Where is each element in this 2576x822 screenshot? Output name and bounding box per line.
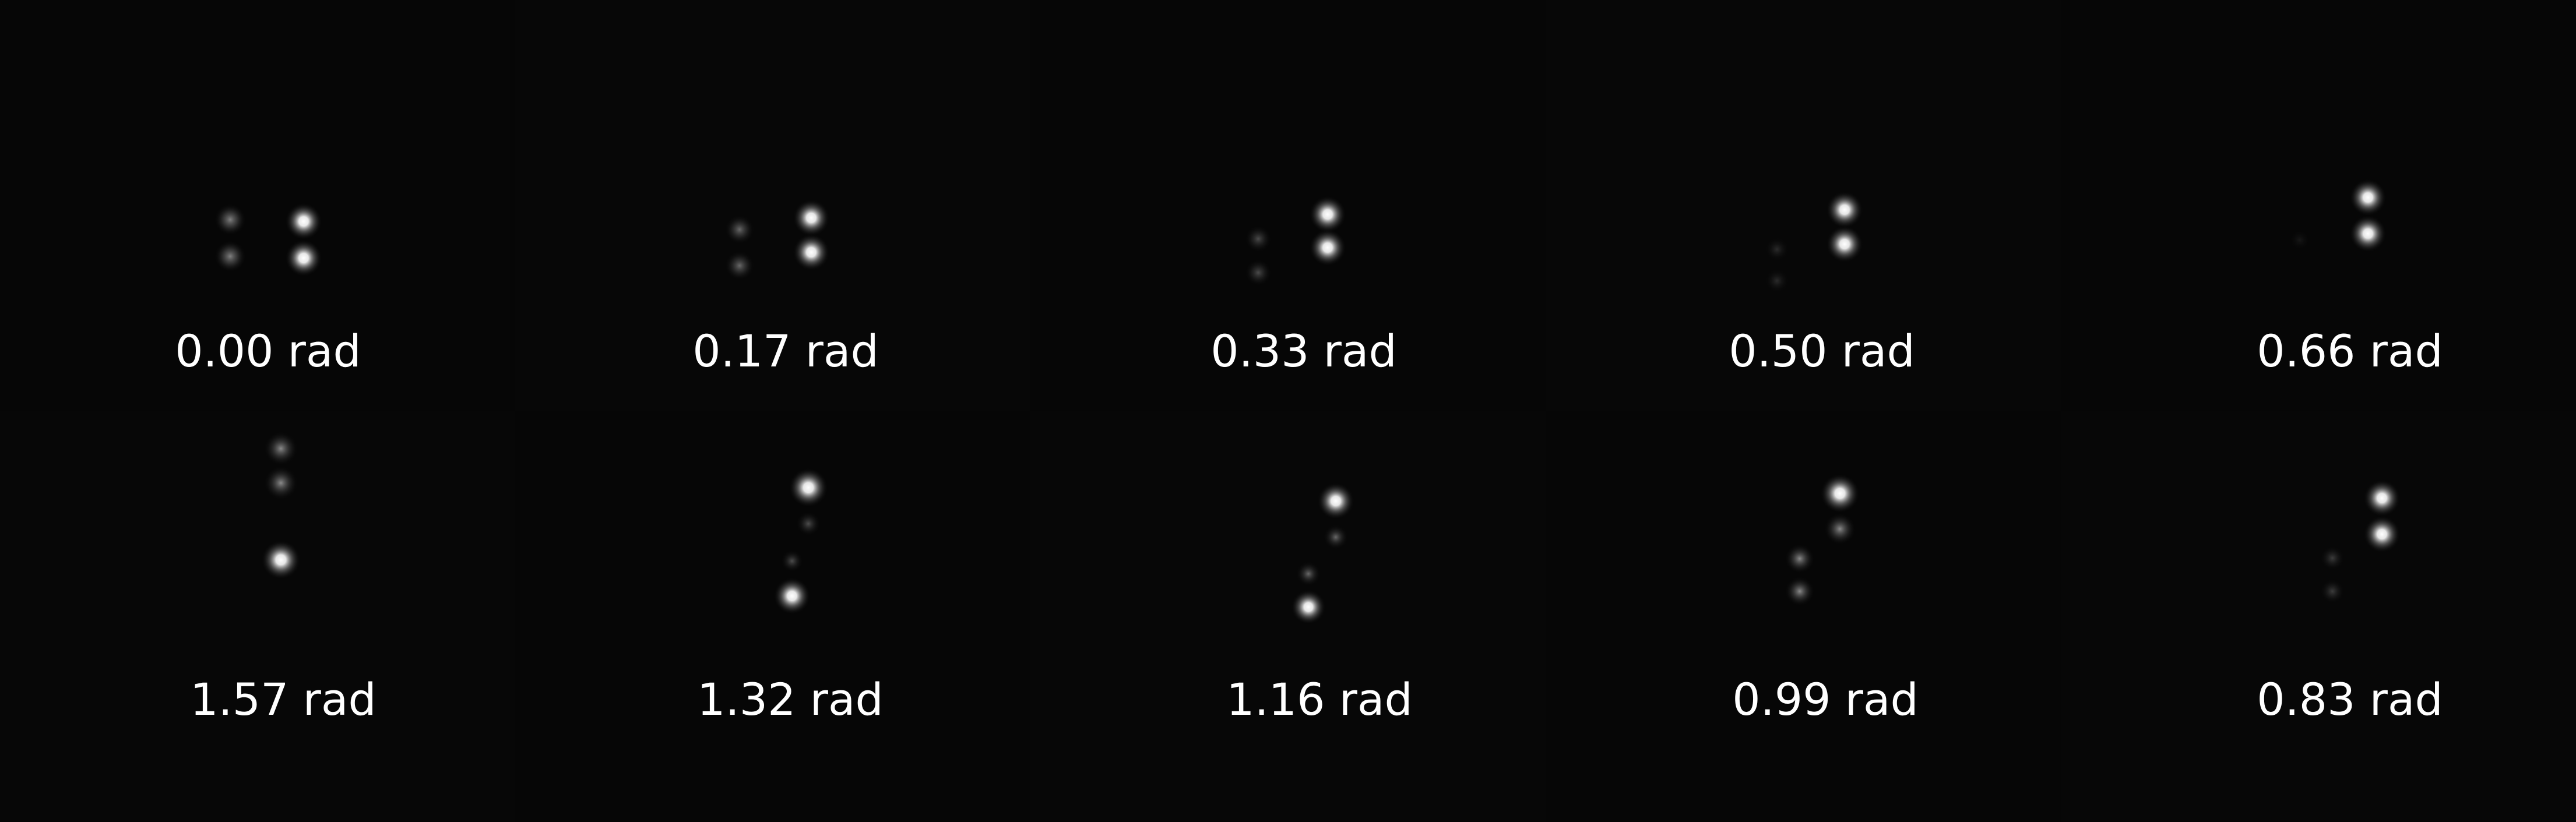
spot-dim (724, 214, 755, 245)
spot-dim (780, 549, 804, 573)
spot-dim (1764, 268, 1790, 294)
spot-dim (2320, 545, 2345, 571)
angle-label: 0.99 rad (1732, 673, 1919, 725)
spot-bright (793, 199, 830, 237)
spot-dim (796, 511, 821, 537)
spot-dim (1764, 237, 1790, 262)
spot-bright (1820, 474, 1860, 513)
panel-1-57: 1.57 rad (0, 411, 515, 821)
panel-0-66: 0.66 rad (2061, 0, 2576, 411)
panel-1-16: 1.16 rad (1030, 411, 1546, 821)
spot-bright (1291, 590, 1326, 625)
spot-bright (1826, 191, 1863, 228)
spot-bright (1826, 225, 1863, 263)
spot-dim (214, 240, 247, 273)
beam-spots (214, 203, 322, 277)
spot-bright (1309, 229, 1346, 266)
beam-spots (724, 199, 830, 281)
beam-spots (1785, 474, 1860, 606)
spot-dim (2320, 578, 2345, 604)
spot-dim (263, 465, 298, 500)
panel-0-17: 0.17 rad (515, 0, 1030, 411)
angle-label: 1.57 rad (190, 673, 376, 725)
panel-0-33: 0.33 rad (1030, 0, 1546, 411)
spot-dim (724, 251, 755, 281)
beam-spots (1764, 191, 1863, 294)
spot-dim (1244, 259, 1272, 287)
spot-dim (1824, 513, 1856, 545)
spot-dim (1323, 524, 1349, 550)
spot-bright (1317, 482, 1354, 520)
spot-bright (793, 234, 830, 271)
angle-label: 0.00 rad (175, 325, 361, 377)
spot-bright (2363, 479, 2401, 517)
angle-label: 1.16 rad (1226, 673, 1413, 725)
angle-label: 1.32 rad (697, 673, 884, 725)
panel-0-83: 0.83 rad (2061, 411, 2576, 821)
spot-dim (1244, 225, 1272, 253)
panel-0-50: 0.50 rad (1546, 0, 2061, 411)
spot-bright (2363, 516, 2401, 553)
angle-label: 0.33 rad (1210, 325, 1397, 377)
angle-label: 0.50 rad (1729, 325, 1915, 377)
angle-label: 0.17 rad (692, 325, 879, 377)
panel-0-99: 0.99 rad (1546, 411, 2061, 821)
beam-spots (1244, 196, 1346, 287)
spot-bright (1309, 196, 1346, 233)
spot-dim (1785, 544, 1815, 574)
spot-bright (285, 203, 322, 240)
spot-dim (1785, 576, 1815, 606)
beam-spots (1291, 482, 1354, 625)
spot-dim (214, 203, 247, 236)
spot-dim (263, 431, 298, 466)
spot-bright (789, 468, 828, 507)
spot-bright (773, 577, 811, 615)
angle-label: 0.66 rad (2257, 325, 2443, 377)
beam-spots (2288, 179, 2387, 252)
beam-spots (2320, 479, 2401, 604)
panel-1-32: 1.32 rad (515, 411, 1030, 821)
angle-label: 0.83 rad (2257, 673, 2443, 725)
beam-spots (773, 468, 828, 615)
spot-bright (2349, 179, 2387, 216)
spot-bright (261, 540, 301, 580)
spot-dim (1296, 561, 1321, 587)
spot-bright (285, 239, 322, 277)
panel-0-00: 0.00 rad (0, 0, 515, 411)
spot-dim (2288, 228, 2311, 252)
spot-bright (2349, 215, 2387, 252)
beam-spots (261, 431, 301, 580)
